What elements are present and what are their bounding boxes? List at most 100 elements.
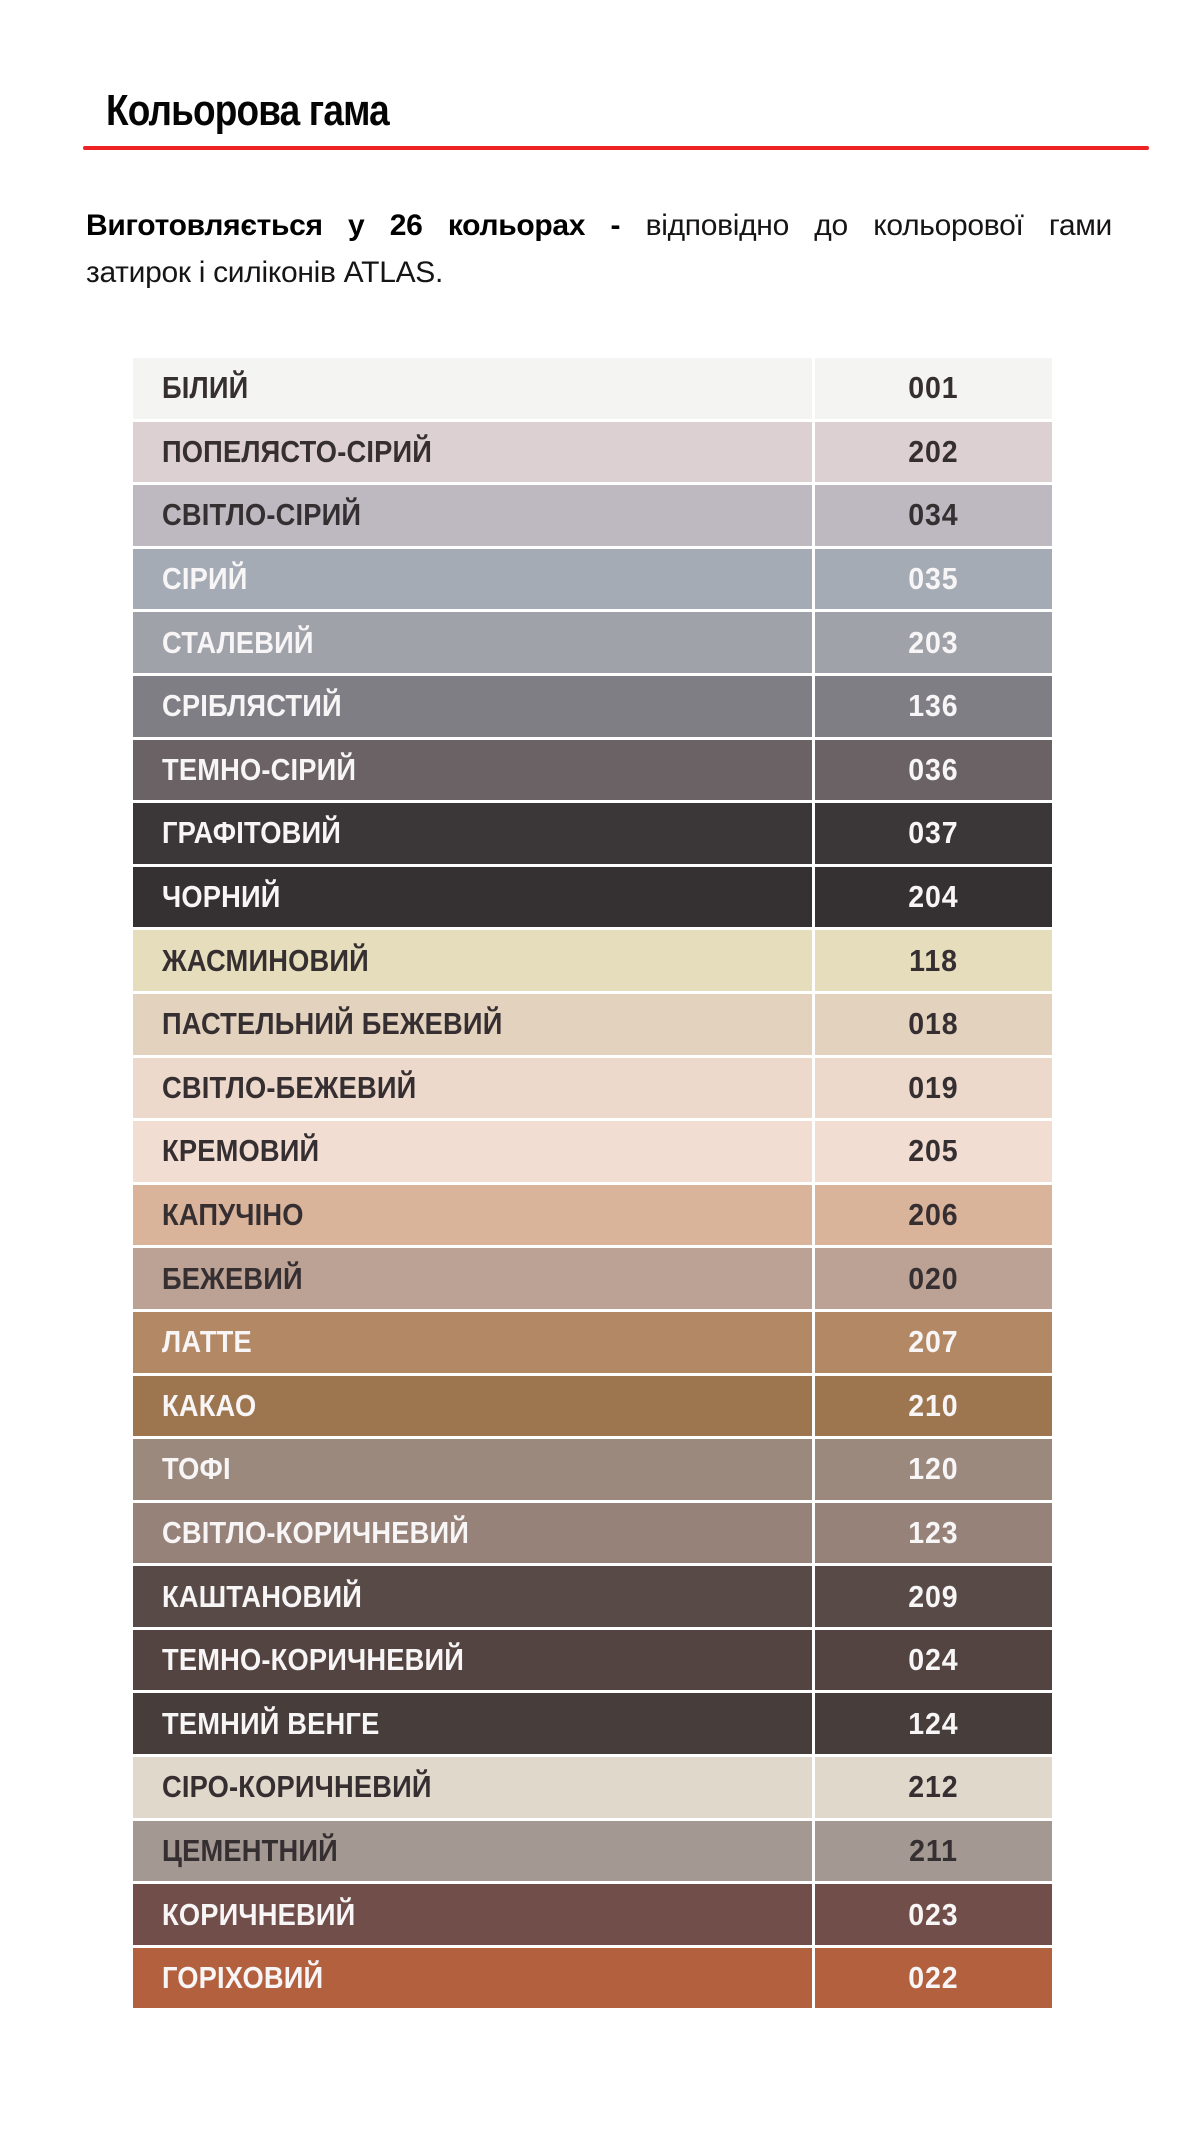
color-row: БЕЖЕВИЙ 020 (133, 1248, 1052, 1309)
color-code-label: 203 (908, 624, 959, 660)
color-row: ПАСТЕЛЬНИЙ БЕЖЕВИЙ 018 (133, 993, 1052, 1055)
intro-regular-text: відповідно до кольорової гами (645, 209, 1113, 242)
title-underline-rule (83, 146, 1149, 150)
color-code-cell: 206 (812, 1184, 1052, 1246)
color-name-cell: СВІТЛО-КОРИЧНЕВИЙ (133, 1503, 812, 1564)
color-name-cell: КАКАО (133, 1376, 812, 1437)
color-name-label: СРІБЛЯСТИЙ (162, 688, 342, 724)
intro-line-2: затирок і силіконів ATLAS. (86, 256, 444, 289)
color-name-cell: ПОПЕЛЯСТО-СІРИЙ (133, 422, 812, 483)
color-code-cell: 120 (812, 1439, 1052, 1500)
color-name-label: СІРО-КОРИЧНЕВИЙ (162, 1769, 432, 1805)
color-name-cell: КРЕМОВИЙ (133, 1121, 812, 1182)
color-code-label: 024 (908, 1642, 959, 1678)
color-name-label: ПАСТЕЛЬНИЙ БЕЖЕВИЙ (162, 1006, 503, 1042)
color-code-label: 120 (908, 1451, 959, 1487)
color-row: КРЕМОВИЙ 205 (133, 1121, 1052, 1182)
color-name-cell: ЦЕМЕНТНИЙ (133, 1821, 812, 1882)
color-row: ГРАФІТОВИЙ 037 (133, 803, 1052, 864)
color-row: СВІТЛО-КОРИЧНЕВИЙ 123 (133, 1502, 1052, 1564)
color-code-label: 035 (908, 561, 959, 597)
color-code-cell: 001 (812, 358, 1052, 419)
color-code-cell: 037 (812, 803, 1052, 864)
color-name-label: СВІТЛО-БЕЖЕВИЙ (162, 1069, 417, 1105)
page-title: Кольорова гама (106, 86, 390, 135)
color-name-label: КРЕМОВИЙ (162, 1133, 320, 1169)
color-name-label: ГОРІХОВИЙ (162, 1960, 324, 1996)
color-code-label: 018 (908, 1006, 959, 1042)
color-name-label: БІЛИЙ (162, 370, 249, 406)
color-name-label: ЖАСМИНОВИЙ (162, 942, 369, 978)
color-name-cell: ГРАФІТОВИЙ (133, 803, 812, 864)
color-code-label: 034 (908, 497, 959, 533)
color-code-label: 118 (909, 942, 958, 978)
color-name-cell: ПАСТЕЛЬНИЙ БЕЖЕВИЙ (133, 994, 812, 1055)
color-code-label: 202 (908, 433, 959, 469)
color-name-label: СТАЛЕВИЙ (162, 624, 314, 660)
color-name-cell: СВІТЛО-БЕЖЕВИЙ (133, 1058, 812, 1119)
color-name-label: ТЕМНО-КОРИЧНЕВИЙ (162, 1642, 465, 1678)
color-name-cell: ГОРІХОВИЙ (133, 1948, 812, 2009)
color-name-cell: СІРИЙ (133, 549, 812, 610)
color-code-label: 123 (908, 1514, 959, 1550)
color-row: ЖАСМИНОВИЙ 118 (133, 930, 1052, 991)
color-code-cell: 018 (812, 993, 1052, 1055)
color-code-cell: 023 (812, 1884, 1052, 1945)
color-code-label: 210 (908, 1387, 959, 1423)
color-row: ТЕМНИЙ ВЕНГЕ 124 (133, 1693, 1052, 1755)
color-name-label: ЧОРНИЙ (162, 879, 281, 915)
color-code-cell: 036 (812, 739, 1052, 801)
color-name-label: ПОПЕЛЯСТО-СІРИЙ (162, 433, 433, 469)
color-code-label: 207 (908, 1324, 959, 1360)
color-name-label: ТЕМНИЙ ВЕНГЕ (162, 1705, 380, 1741)
color-name-label: СВІТЛО-СІРИЙ (162, 497, 362, 533)
color-code-cell: 212 (812, 1757, 1052, 1818)
color-row: ЧОРНИЙ 204 (133, 866, 1052, 928)
color-name-label: ЛАТТЕ (162, 1324, 252, 1360)
color-code-cell: 204 (812, 866, 1052, 928)
intro-paragraph: Виготовляється у 26 кольорах - відповідн… (86, 203, 1112, 296)
color-code-label: 019 (908, 1069, 959, 1105)
color-name-cell: СВІТЛО-СІРИЙ (133, 485, 812, 546)
color-row: СВІТЛО-БЕЖЕВИЙ 019 (133, 1057, 1052, 1119)
color-code-label: 205 (908, 1133, 959, 1169)
color-name-label: КАШТАНОВИЙ (162, 1578, 363, 1614)
color-code-cell: 203 (812, 612, 1052, 673)
color-name-cell: ТЕМНО-КОРИЧНЕВИЙ (133, 1630, 812, 1691)
color-name-label: ТЕМНО-СІРИЙ (162, 751, 357, 787)
color-code-cell: 207 (812, 1311, 1052, 1373)
color-name-cell: ЧОРНИЙ (133, 867, 812, 928)
color-name-cell: БІЛИЙ (133, 358, 812, 419)
color-name-cell: ЖАСМИНОВИЙ (133, 930, 812, 991)
color-code-label: 001 (908, 370, 959, 406)
color-code-label: 036 (908, 751, 959, 787)
color-code-cell: 209 (812, 1566, 1052, 1627)
color-code-label: 204 (908, 879, 959, 915)
color-code-cell: 123 (812, 1502, 1052, 1564)
color-name-label: КАКАО (162, 1387, 257, 1423)
color-code-label: 212 (908, 1769, 959, 1805)
color-code-cell: 020 (812, 1248, 1052, 1309)
color-code-label: 211 (909, 1832, 958, 1868)
color-row: КАШТАНОВИЙ 209 (133, 1566, 1052, 1627)
color-name-cell: СРІБЛЯСТИЙ (133, 676, 812, 737)
color-code-label: 206 (908, 1197, 959, 1233)
color-row: СТАЛЕВИЙ 203 (133, 612, 1052, 673)
color-row: ПОПЕЛЯСТО-СІРИЙ 202 (133, 421, 1052, 483)
color-name-cell: БЕЖЕВИЙ (133, 1248, 812, 1309)
color-row: ТЕМНО-КОРИЧНЕВИЙ 024 (133, 1629, 1052, 1691)
color-name-cell: КАШТАНОВИЙ (133, 1566, 812, 1627)
color-row: ТЕМНО-СІРИЙ 036 (133, 739, 1052, 801)
color-code-cell: 022 (812, 1947, 1052, 2009)
color-code-label: 037 (908, 815, 959, 851)
intro-line-1: Виготовляється у 26 кольорах - відповідн… (86, 203, 1112, 249)
color-code-cell: 035 (812, 548, 1052, 610)
color-name-label: ЦЕМЕНТНИЙ (162, 1832, 338, 1868)
color-row: КОРИЧНЕВИЙ 023 (133, 1884, 1052, 1945)
color-name-cell: СТАЛЕВИЙ (133, 612, 812, 673)
color-row: ТОФІ 120 (133, 1439, 1052, 1500)
color-row: ГОРІХОВИЙ 022 (133, 1947, 1052, 2009)
color-row: КАКАО 210 (133, 1375, 1052, 1437)
color-name-cell: ЛАТТЕ (133, 1312, 812, 1373)
